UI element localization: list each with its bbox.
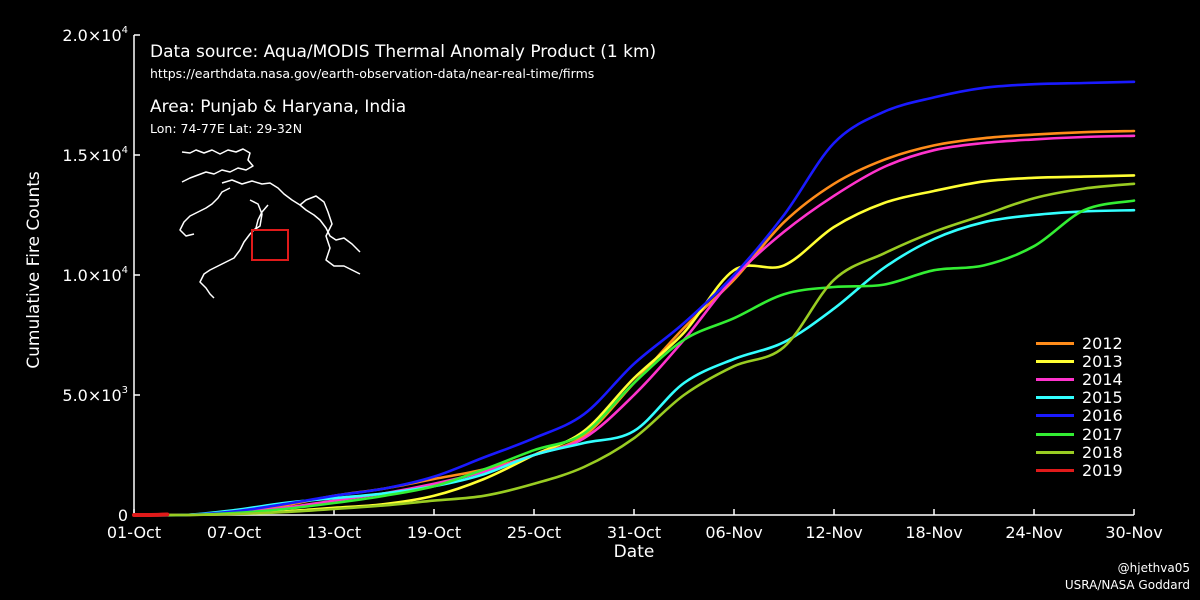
legend-item-2018: 2018 <box>1036 442 1123 462</box>
y-tick-label: 5.0×103 <box>62 385 128 405</box>
axes: 0 5.0×103 1.0×104 1.5×104 2.0×104 01-Oct 07-Oc… <box>62 25 1162 542</box>
x-tick-label: 12-Nov <box>805 523 862 542</box>
x-tick-label: 25-Oct <box>507 523 561 542</box>
legend-label: 2014 <box>1082 369 1123 389</box>
legend-label: 2018 <box>1082 442 1123 462</box>
series-line-2016 <box>132 80 1136 517</box>
x-tick-label: 31-Oct <box>607 523 661 542</box>
legend-label: 2013 <box>1082 351 1123 371</box>
y-tick-label: 1.0×104 <box>62 265 128 285</box>
legend-swatch <box>1036 341 1074 345</box>
series-line-2014 <box>132 134 1136 517</box>
legend-item-2019: 2019 <box>1036 460 1123 480</box>
series-lines <box>132 80 1136 518</box>
series-line-2018 <box>132 182 1136 517</box>
legend-swatch <box>1036 396 1074 400</box>
map-border-west <box>179 187 231 237</box>
coords-text: Lon: 74-77E Lat: 29-32N <box>150 121 303 136</box>
x-tick-label: 13-Oct <box>307 523 361 542</box>
credit-org: USRA/NASA Goddard <box>1064 578 1190 592</box>
legend-label: 2015 <box>1082 388 1123 408</box>
data-source-url: https://earthdata.nasa.gov/earth-observa… <box>150 66 595 81</box>
legend-swatch <box>1036 468 1074 472</box>
area-text: Area: Punjab & Haryana, India <box>150 97 407 117</box>
credit-handle: @hjethva05 <box>1117 561 1190 575</box>
y-axis-label: Cumulative Fire Counts <box>24 171 44 369</box>
y-tick-label: 2.0×104 <box>62 25 128 45</box>
map-border-north <box>181 148 254 183</box>
x-tick-label: 24-Nov <box>1005 523 1062 542</box>
map-border-east <box>221 179 361 253</box>
x-tick-label: 06-Nov <box>705 523 762 542</box>
x-tick-label: 18-Nov <box>905 523 962 542</box>
legend-swatch <box>1036 432 1074 436</box>
series-line-2012 <box>132 129 1136 517</box>
study-area-box <box>251 229 289 261</box>
legend-item-2014: 2014 <box>1036 369 1123 389</box>
legend-label: 2017 <box>1082 424 1123 444</box>
series-line-2019 <box>132 512 170 518</box>
series-line-2017 <box>132 199 1136 517</box>
map-border-inner <box>249 199 263 231</box>
legend-label: 2016 <box>1082 406 1123 426</box>
x-tick-label: 01-Oct <box>107 523 161 542</box>
y-tick-label: 1.5×104 <box>62 145 128 165</box>
legend-swatch <box>1036 450 1074 454</box>
legend-label: 2012 <box>1082 333 1123 353</box>
legend-item-2013: 2013 <box>1036 351 1123 371</box>
map-border-nepal <box>299 195 361 275</box>
legend-item-2017: 2017 <box>1036 424 1123 444</box>
legend: 2012 2013 2014 2015 2016 2017 2018 2019 <box>1036 334 1123 480</box>
legend-item-2016: 2016 <box>1036 406 1123 426</box>
series-line-2013 <box>132 174 1136 517</box>
legend-item-2015: 2015 <box>1036 388 1123 408</box>
x-tick-label: 19-Oct <box>407 523 461 542</box>
legend-swatch <box>1036 414 1074 418</box>
y-tick-label: 0 <box>118 506 128 525</box>
x-tick-label: 07-Oct <box>207 523 261 542</box>
map-border-south <box>199 204 269 299</box>
legend-label: 2019 <box>1082 460 1123 480</box>
inset-map <box>179 148 361 299</box>
x-tick-label: 30-Nov <box>1105 523 1162 542</box>
data-source-text: Data source: Aqua/MODIS Thermal Anomaly … <box>150 42 657 62</box>
legend-swatch <box>1036 377 1074 381</box>
x-axis-label: Date <box>613 542 655 562</box>
legend-swatch <box>1036 359 1074 363</box>
legend-item-2012: 2012 <box>1036 333 1123 353</box>
